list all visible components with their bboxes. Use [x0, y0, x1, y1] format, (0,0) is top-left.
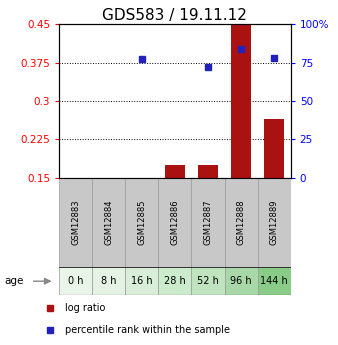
Bar — [191, 178, 224, 267]
Bar — [125, 267, 159, 295]
Text: 144 h: 144 h — [260, 276, 288, 286]
Bar — [224, 178, 258, 267]
Text: GSM12889: GSM12889 — [270, 200, 279, 245]
Bar — [231, 24, 251, 178]
Bar — [191, 267, 224, 295]
Text: GSM12887: GSM12887 — [203, 200, 213, 245]
Title: GDS583 / 19.11.12: GDS583 / 19.11.12 — [102, 8, 247, 23]
Bar — [159, 267, 191, 295]
Bar — [264, 119, 284, 178]
Bar — [125, 178, 159, 267]
Text: GSM12884: GSM12884 — [104, 200, 113, 245]
Text: 8 h: 8 h — [101, 276, 117, 286]
Bar — [59, 267, 92, 295]
Text: log ratio: log ratio — [65, 303, 105, 313]
Bar — [59, 178, 92, 267]
Text: GSM12885: GSM12885 — [137, 200, 146, 245]
Text: 96 h: 96 h — [230, 276, 252, 286]
Bar — [92, 267, 125, 295]
Bar — [224, 267, 258, 295]
Bar — [258, 178, 291, 267]
Text: GSM12883: GSM12883 — [71, 200, 80, 245]
Bar — [159, 178, 191, 267]
Text: 0 h: 0 h — [68, 276, 83, 286]
Bar — [92, 178, 125, 267]
Text: 52 h: 52 h — [197, 276, 219, 286]
Text: 16 h: 16 h — [131, 276, 153, 286]
Text: percentile rank within the sample: percentile rank within the sample — [65, 325, 230, 335]
Bar — [198, 165, 218, 178]
Text: 28 h: 28 h — [164, 276, 186, 286]
Text: GSM12888: GSM12888 — [237, 200, 246, 245]
Text: age: age — [5, 276, 24, 286]
Text: GSM12886: GSM12886 — [170, 200, 179, 245]
Bar — [258, 267, 291, 295]
Bar — [165, 165, 185, 178]
